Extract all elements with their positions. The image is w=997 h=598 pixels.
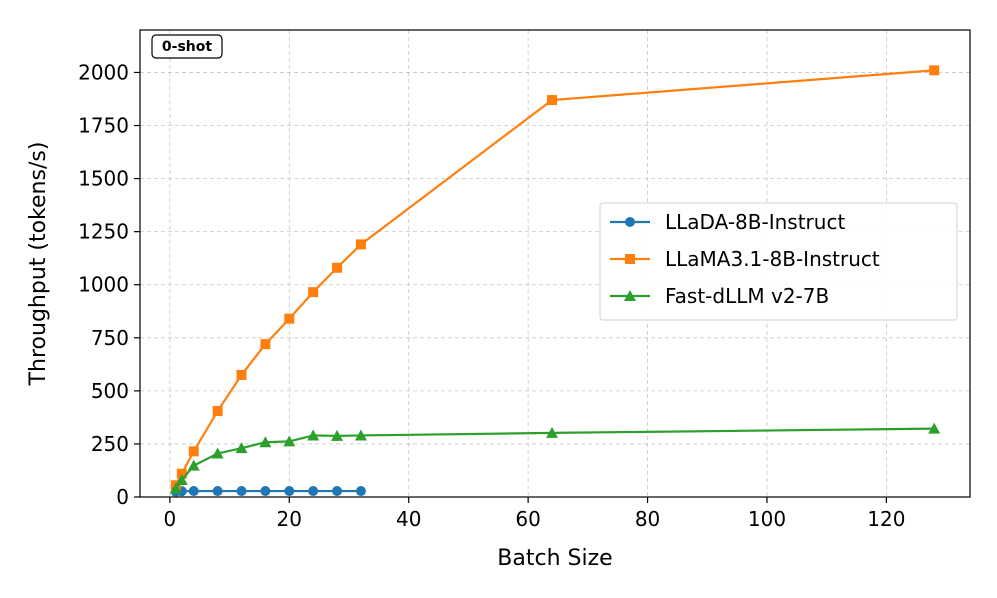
y-tick-label: 250 bbox=[91, 432, 129, 456]
data-point bbox=[332, 486, 343, 497]
data-point bbox=[259, 436, 272, 448]
legend-label: LLaDA-8B-Instruct bbox=[665, 210, 845, 234]
data-point bbox=[308, 486, 319, 497]
series-layer bbox=[169, 65, 941, 497]
data-point bbox=[260, 486, 271, 497]
data-point bbox=[355, 486, 366, 497]
x-tick-label: 120 bbox=[867, 507, 905, 531]
plot-frame bbox=[139, 29, 971, 498]
data-point bbox=[188, 446, 199, 457]
x-tick-label: 40 bbox=[396, 507, 421, 531]
data-point bbox=[546, 426, 559, 438]
data-point bbox=[308, 287, 319, 298]
legend-label: Fast-dLLM v2-7B bbox=[665, 284, 829, 308]
series-line bbox=[175, 489, 361, 493]
y-tick-label: 500 bbox=[91, 379, 129, 403]
legend-label: LLaMA3.1-8B-Instruct bbox=[665, 247, 880, 271]
data-point bbox=[355, 239, 366, 250]
ticks-layer: 0 20 40 60 80 100 120 0 250 500 750 1000 1250 1500 175… bbox=[78, 60, 905, 531]
legend-swatch-marker bbox=[625, 217, 635, 227]
shot-annotation-box bbox=[151, 34, 223, 59]
shot-annotation: 0-shot bbox=[151, 34, 223, 59]
data-point bbox=[284, 486, 295, 497]
data-point bbox=[212, 406, 223, 417]
y-axis-label: Throughput (tokens/s) bbox=[26, 142, 51, 387]
legend-entry: LLaDA-8B-Instruct bbox=[610, 210, 845, 234]
data-point bbox=[188, 486, 199, 497]
data-point bbox=[284, 313, 295, 324]
x-tick-label: 80 bbox=[635, 507, 660, 531]
data-point bbox=[929, 65, 940, 76]
legend-swatch-marker bbox=[625, 254, 635, 264]
y-tick-label: 750 bbox=[91, 326, 129, 350]
data-point bbox=[928, 422, 941, 434]
data-point bbox=[211, 447, 224, 459]
data-point bbox=[547, 95, 558, 106]
series-2 bbox=[169, 422, 941, 494]
y-tick-label: 1500 bbox=[78, 167, 129, 191]
series-1 bbox=[170, 65, 940, 491]
legend-entry: LLaMA3.1-8B-Instruct bbox=[610, 247, 880, 271]
shot-annotation-text: 0-shot bbox=[162, 39, 212, 55]
data-point bbox=[283, 435, 296, 447]
legend-box bbox=[599, 202, 958, 321]
data-point bbox=[260, 339, 271, 350]
x-axis-label: Batch Size bbox=[497, 546, 612, 571]
data-point bbox=[354, 429, 367, 441]
y-tick-label: 0 bbox=[116, 485, 129, 509]
data-point bbox=[169, 482, 182, 494]
y-tick-label: 1250 bbox=[78, 220, 129, 244]
x-tick-label: 100 bbox=[748, 507, 786, 531]
data-point bbox=[175, 474, 188, 486]
x-tick-label: 60 bbox=[515, 507, 540, 531]
data-point bbox=[176, 468, 187, 479]
x-tick-label: 0 bbox=[163, 507, 176, 531]
data-point bbox=[331, 429, 344, 441]
x-tick-label: 20 bbox=[277, 507, 302, 531]
data-point bbox=[236, 369, 247, 380]
y-tick-label: 1000 bbox=[78, 273, 129, 297]
series-0 bbox=[170, 486, 366, 497]
data-point bbox=[235, 442, 248, 454]
y-tick-label: 2000 bbox=[78, 60, 129, 84]
data-point bbox=[332, 262, 343, 273]
y-tick-label: 1750 bbox=[78, 114, 129, 138]
data-point bbox=[212, 486, 223, 497]
legend-swatch-marker bbox=[624, 290, 636, 301]
data-point bbox=[236, 486, 247, 497]
data-point bbox=[187, 459, 200, 471]
legend: LLaDA-8B-Instruct LLaMA3.1-8B-Instruct Fas… bbox=[599, 202, 958, 321]
legend-entry: Fast-dLLM v2-7B bbox=[610, 284, 829, 308]
data-point bbox=[307, 429, 320, 441]
